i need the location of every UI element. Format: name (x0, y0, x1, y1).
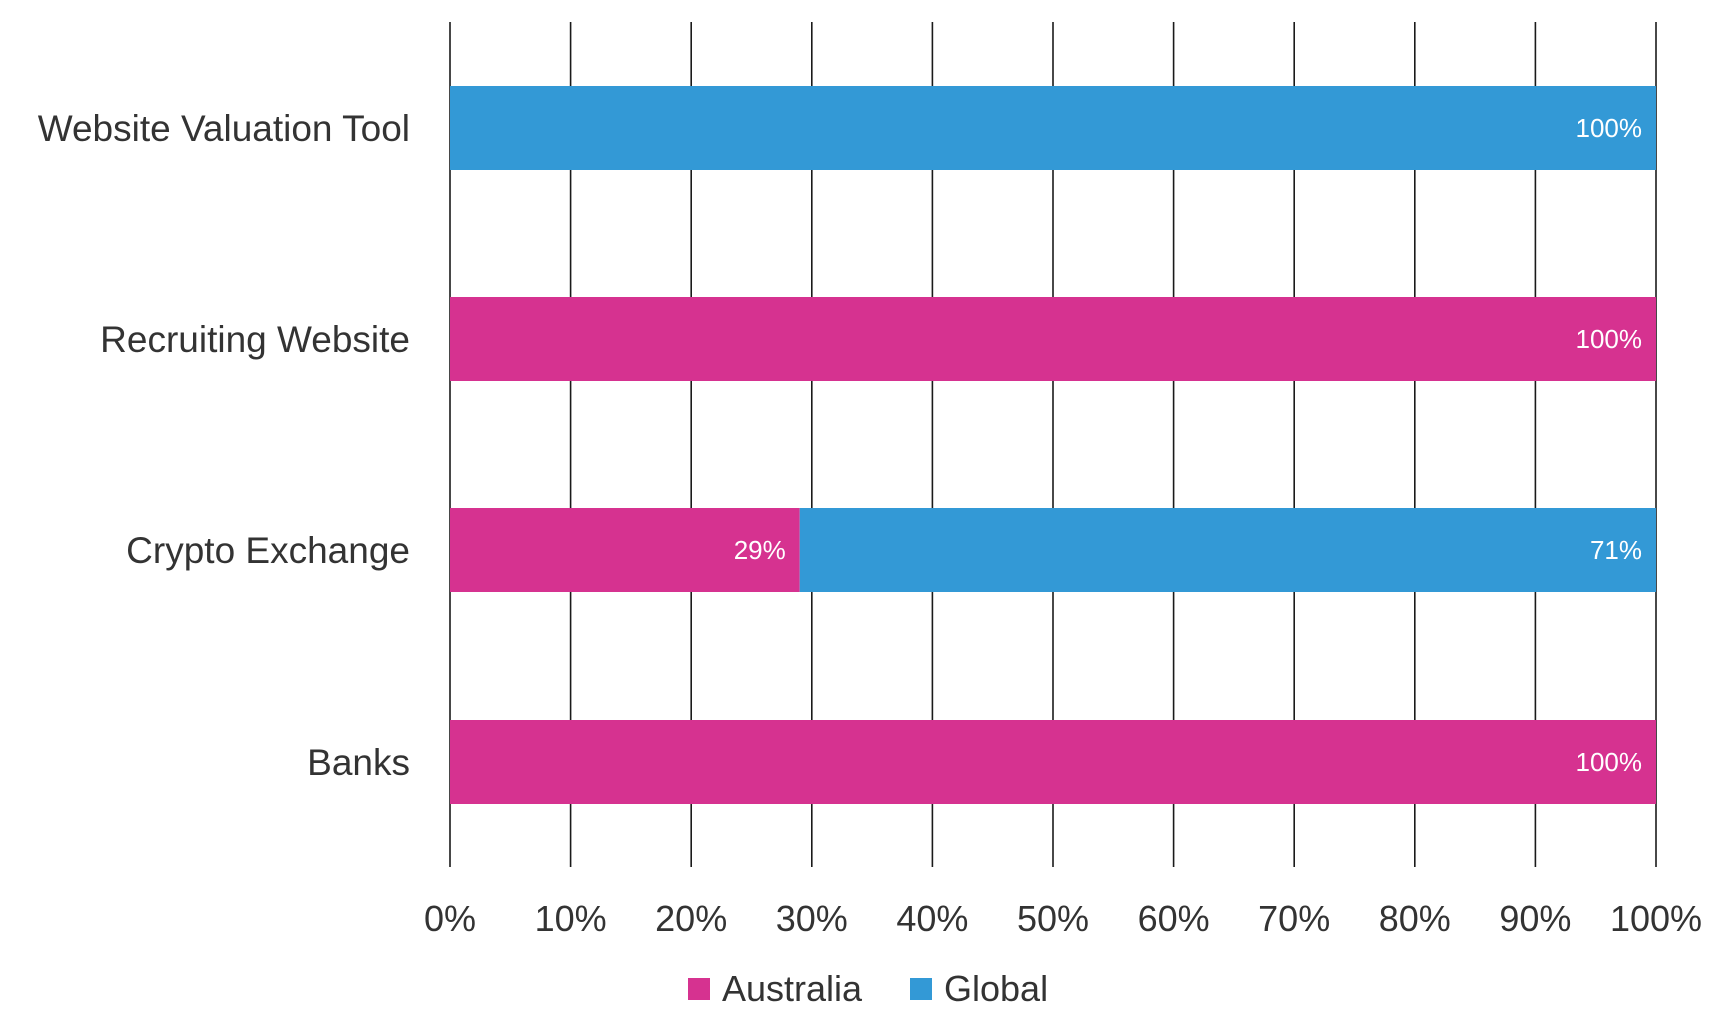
category-axis-labels: Website Valuation Tool Recruiting Website… (38, 108, 410, 783)
bar-australia-1 (450, 297, 1656, 381)
x-tick-label: 10% (535, 898, 607, 939)
data-label: 100% (1576, 747, 1643, 777)
data-label: 100% (1576, 324, 1643, 354)
bars (450, 86, 1656, 804)
legend-label-global: Global (944, 968, 1048, 1009)
x-tick-label: 60% (1138, 898, 1210, 939)
category-label: Recruiting Website (100, 319, 410, 360)
x-tick-label: 100% (1610, 898, 1702, 939)
x-tick-label: 30% (776, 898, 848, 939)
bar-australia-2 (450, 508, 800, 592)
data-label: 29% (734, 535, 786, 565)
x-tick-label: 40% (896, 898, 968, 939)
data-label: 71% (1590, 535, 1642, 565)
legend-swatch-global (910, 978, 932, 1000)
data-labels: 100% 100% 29% 71% 100% (734, 113, 1642, 777)
category-label: Crypto Exchange (126, 530, 410, 571)
legend-label-australia: Australia (722, 968, 863, 1009)
legend-swatch-australia (688, 978, 710, 1000)
category-label: Banks (307, 742, 410, 783)
x-tick-label: 80% (1379, 898, 1451, 939)
bar-global-2 (799, 508, 1656, 592)
x-tick-label: 50% (1017, 898, 1089, 939)
category-label: Website Valuation Tool (38, 108, 410, 149)
bar-global-0 (450, 86, 1656, 170)
x-tick-label: 0% (424, 898, 476, 939)
legend: Australia Global (688, 968, 1048, 1009)
x-tick-label: 90% (1499, 898, 1571, 939)
value-axis-tick-labels: 0% 10% 20% 30% 40% 50% 60% 70% 80% 90% 100% (424, 898, 1702, 939)
x-tick-label: 20% (655, 898, 727, 939)
bar-australia-3 (450, 720, 1656, 804)
x-tick-label: 70% (1258, 898, 1330, 939)
data-label: 100% (1576, 113, 1643, 143)
